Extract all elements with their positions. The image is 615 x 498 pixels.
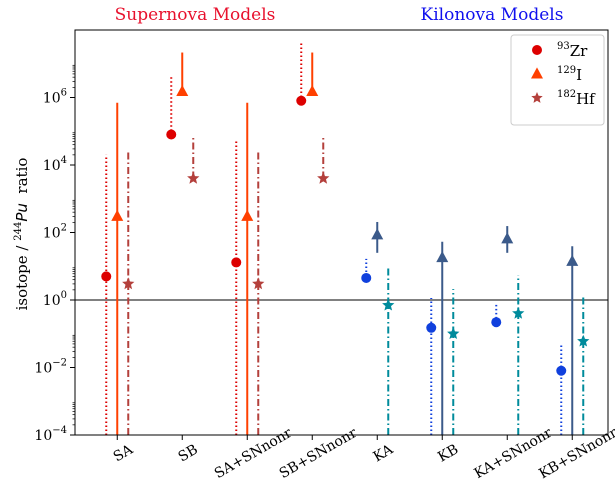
- hf-point: [252, 277, 265, 290]
- supernova-models-title: Supernova Models: [115, 5, 276, 25]
- i-point: [566, 254, 579, 266]
- i-point: [176, 84, 189, 97]
- i-point: [306, 84, 319, 97]
- hf-point: [317, 171, 330, 184]
- zr-point: [296, 95, 307, 106]
- x-tick-label: SB: [176, 442, 201, 466]
- i-point: [501, 232, 514, 244]
- legend-zr-marker: [532, 45, 542, 55]
- legend-hf-marker: [531, 92, 543, 103]
- i-point: [111, 209, 124, 221]
- zr-point: [231, 257, 242, 268]
- i-point: [436, 251, 449, 263]
- kilonova-models-title: Kilonova Models: [421, 5, 564, 25]
- y-tick-label: 106: [43, 88, 67, 107]
- legend-zr-label: 93Zr: [557, 41, 588, 60]
- i-point: [241, 209, 254, 221]
- y-tick-label: 100: [43, 290, 67, 309]
- legend-i-label: 129I: [557, 65, 582, 84]
- hf-point: [577, 334, 590, 347]
- y-tick-label: 104: [43, 155, 67, 174]
- zr-point: [166, 129, 177, 140]
- x-tick-label: KA: [371, 441, 397, 465]
- y-tick-label: 10−2: [34, 358, 67, 377]
- zr-point: [426, 322, 437, 333]
- hf-point: [447, 327, 460, 339]
- x-tick-label: SA: [111, 441, 137, 465]
- hf-point: [382, 298, 395, 311]
- y-tick-label: 102: [43, 223, 67, 242]
- i-point: [371, 228, 384, 240]
- hf-point: [512, 306, 525, 319]
- legend-hf-label: 182Hf: [557, 89, 596, 108]
- y-tick-label: 10−4: [34, 425, 67, 444]
- zr-point: [491, 317, 502, 328]
- zr-point: [361, 272, 372, 283]
- legend-box: [510, 34, 605, 126]
- plot-frame: [74, 29, 609, 436]
- zr-point: [556, 365, 567, 376]
- legend-i-marker: [531, 67, 543, 79]
- hf-point: [187, 171, 200, 184]
- hf-point: [122, 277, 135, 290]
- data-marks: [75, 43, 608, 435]
- y-axis-label: isotope / 244Pu ratio: [13, 158, 31, 311]
- legend: 93Zr 129I 182Hf: [510, 34, 605, 126]
- zr-point: [101, 271, 112, 282]
- x-tick-label: KB: [435, 441, 461, 465]
